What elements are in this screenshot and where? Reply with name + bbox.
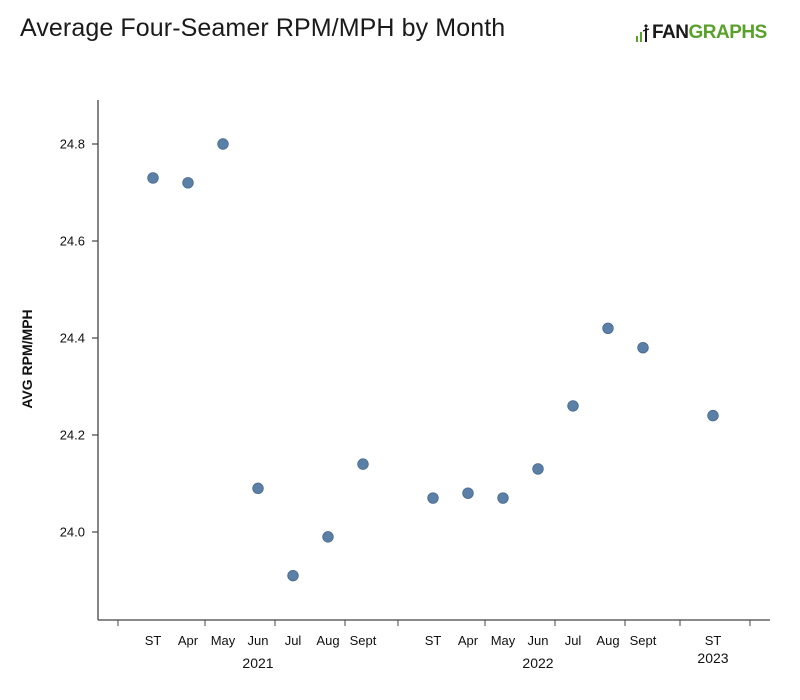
data-point	[357, 458, 369, 470]
data-point	[147, 172, 159, 184]
data-point	[217, 138, 229, 150]
x-tick-label: Jun	[248, 633, 269, 648]
data-point	[707, 409, 719, 422]
x-group-label: 2023	[697, 650, 728, 666]
logo-text-graphs: GRAPHS	[688, 22, 768, 43]
data-point	[182, 177, 194, 189]
x-tick-label: ST	[425, 633, 442, 648]
logo-text-fan: FAN	[652, 22, 689, 43]
x-tick-label: Sept	[350, 633, 377, 648]
fangraphs-logo-icon	[636, 24, 650, 42]
y-tick-label: 24.2	[60, 428, 85, 443]
data-point	[252, 482, 264, 495]
data-point	[637, 342, 649, 354]
data-points	[147, 138, 719, 582]
x-tick-label: ST	[145, 633, 162, 648]
y-tick-label: 24.6	[60, 234, 85, 249]
x-tick-label: Jul	[565, 633, 582, 648]
y-tick-label: 24.8	[60, 137, 85, 152]
chart-axes	[97, 100, 770, 621]
x-tick-label: Aug	[316, 633, 339, 648]
data-point	[322, 531, 334, 543]
x-tick-label: ST	[705, 633, 722, 648]
data-point	[567, 400, 579, 412]
x-tick-label: May	[211, 633, 236, 648]
y-tick-label: 24.0	[60, 525, 85, 540]
data-point	[462, 487, 474, 499]
y-tick-label: 24.4	[60, 331, 85, 346]
data-point	[497, 492, 509, 504]
x-tick-label: Apr	[458, 633, 479, 648]
x-tick-label: May	[491, 633, 516, 648]
data-point	[287, 569, 299, 582]
x-group-label: 2022	[522, 655, 553, 671]
x-group-label: 2021	[242, 655, 273, 671]
data-point	[602, 322, 614, 335]
x-tick-label: Aug	[596, 633, 619, 648]
data-point	[427, 492, 439, 504]
x-tick-label: Jun	[528, 633, 549, 648]
x-tick-label: Apr	[178, 633, 199, 648]
x-tick-label: Jul	[285, 633, 302, 648]
chart-title: Average Four-Seamer RPM/MPH by Month	[20, 14, 506, 42]
x-tick-label: Sept	[630, 633, 657, 648]
y-axis-ticks: 24.0 24.2 24.4 24.6 24.8	[60, 137, 98, 540]
x-axis-ticks: ST Apr May Jun Jul Aug Sept 2021 ST Apr May Jun Jul A…	[117, 620, 751, 671]
data-point	[532, 463, 544, 475]
fangraphs-logo: FAN GRAPHS	[636, 20, 767, 46]
y-axis-label: AVG RPM/MPH	[19, 309, 35, 408]
